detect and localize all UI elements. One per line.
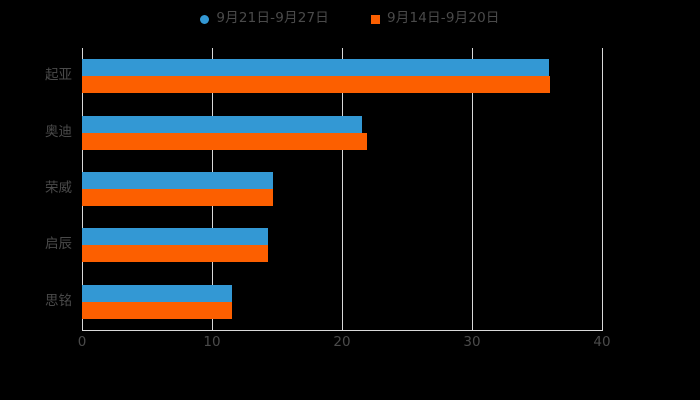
bar-group [82,59,602,94]
legend-label-series-1: 9月14日-9月20日 [387,10,500,27]
bar[interactable] [82,284,232,302]
x-tick-label-30: 30 [463,334,481,350]
legend-swatch-icon-series-1 [371,14,380,24]
bar[interactable] [82,245,268,263]
bar[interactable] [82,115,362,133]
x-tick-label-10: 10 [203,334,221,350]
bar[interactable] [82,132,367,150]
bar[interactable] [82,228,268,246]
x-axis-line [82,330,603,331]
x-tick-label-0: 0 [77,334,87,350]
bar-group [82,172,602,206]
bar[interactable] [82,76,550,94]
bar[interactable] [82,301,232,319]
legend-label-series-0: 9月21日-9月27日 [216,10,329,27]
bar[interactable] [82,189,274,206]
y-axis-label-0: 起亚 [45,67,72,84]
gridline-20 [342,48,343,330]
gridline-40 [602,48,603,330]
x-tick-label-20: 20 [333,334,351,350]
bar-group [82,228,602,263]
bar[interactable] [82,59,549,77]
legend-item-series-1[interactable]: 9月14日-9月20日 [371,12,500,26]
legend-swatch-icon-series-0 [200,14,210,24]
bar-group [82,115,602,150]
chart-legend: 9月21日-9月27日 9月14日-9月20日 [0,8,700,30]
y-axis-label-1: 奥迪 [45,123,72,140]
x-tick-label-40: 40 [593,334,611,350]
bar-group [82,284,602,319]
legend-item-series-0[interactable]: 9月21日-9月27日 [200,12,329,26]
plot-area [82,48,603,330]
y-axis-label-2: 荣威 [45,180,72,196]
y-axis-label-4: 思铭 [45,292,72,309]
bar[interactable] [82,172,274,189]
y-axis-label-3: 启辰 [45,236,72,253]
gridline-30 [472,48,473,330]
